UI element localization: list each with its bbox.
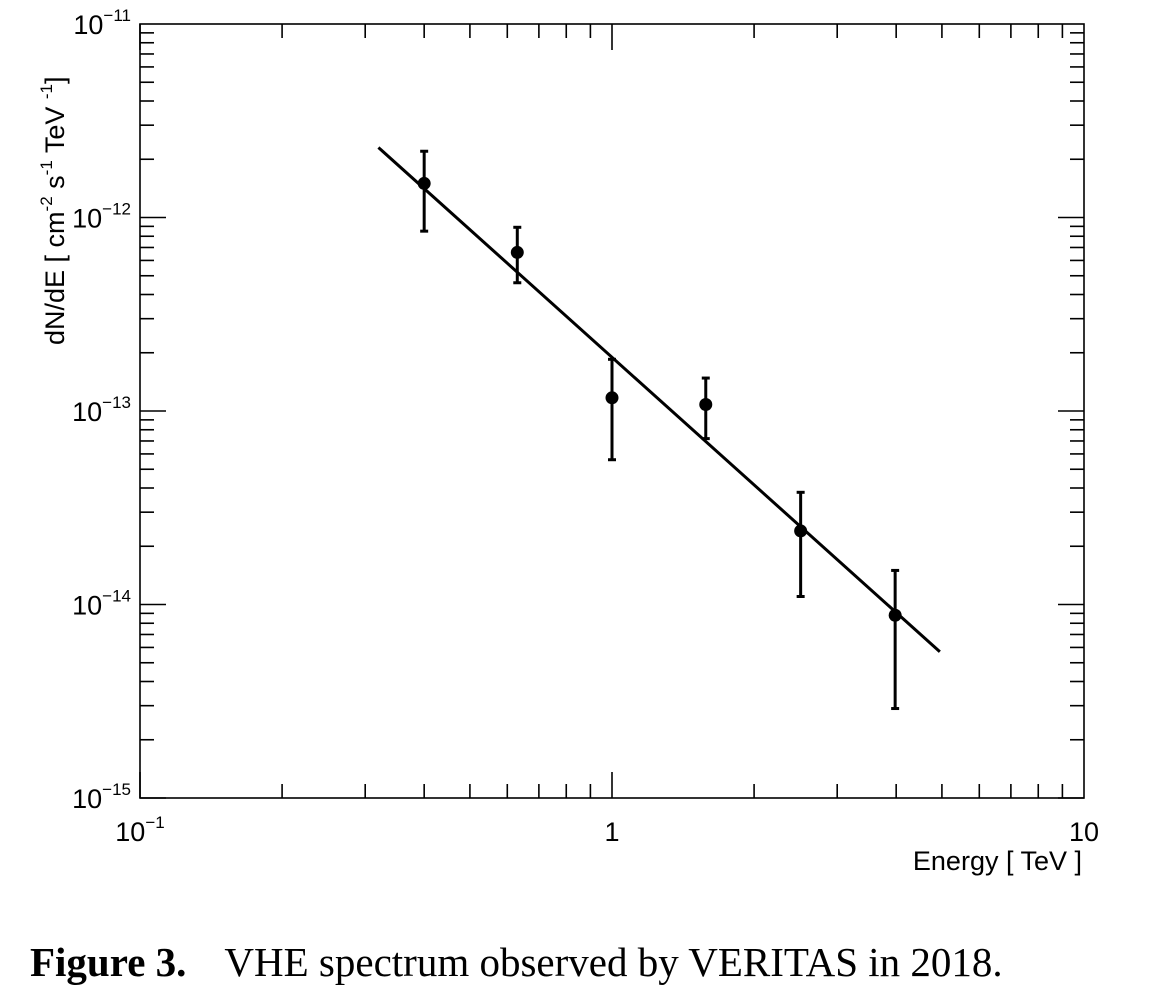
data-point xyxy=(605,357,619,462)
caption-label: Figure 3. xyxy=(30,939,187,985)
y-tick-label: 10−15 xyxy=(72,780,131,814)
y-tick-label: 10−13 xyxy=(72,393,131,427)
data-point xyxy=(699,376,713,441)
caption-text: VHE spectrum observed by VERITAS in 2018… xyxy=(224,939,1003,985)
x-axis-title: Energy [ TeV ] xyxy=(913,846,1082,876)
data-marker xyxy=(510,245,524,259)
y-axis-title: dN/dE [ cm-2 s-1 TeV -1] xyxy=(37,77,70,346)
y-tick-label: 10−12 xyxy=(72,200,131,234)
fit-line xyxy=(377,146,941,653)
data-point xyxy=(794,490,808,598)
data-point xyxy=(417,149,431,233)
data-marker xyxy=(794,524,808,538)
x-tick-label: 10 xyxy=(1069,817,1099,847)
y-tick-label: 10−11 xyxy=(73,6,131,40)
data-points xyxy=(417,149,902,711)
data-point xyxy=(888,568,902,711)
x-tick-label: 10−1 xyxy=(115,813,164,847)
data-marker xyxy=(605,391,619,405)
major-ticks xyxy=(139,24,1084,799)
y-tick-label: 10−14 xyxy=(72,587,131,621)
x-tick-labels: 10−1 1 10 xyxy=(115,813,1099,847)
data-marker xyxy=(417,176,431,190)
data-point xyxy=(510,225,524,285)
x-tick-label: 1 xyxy=(604,817,619,847)
data-marker xyxy=(888,608,902,622)
y-tick-labels: 10−11 10−12 10−13 10−14 10−15 xyxy=(72,6,131,814)
data-marker xyxy=(699,398,713,412)
minor-ticks xyxy=(140,24,1084,798)
figure-caption: Figure 3. VHE spectrum observed by VERITA… xyxy=(30,938,1160,986)
